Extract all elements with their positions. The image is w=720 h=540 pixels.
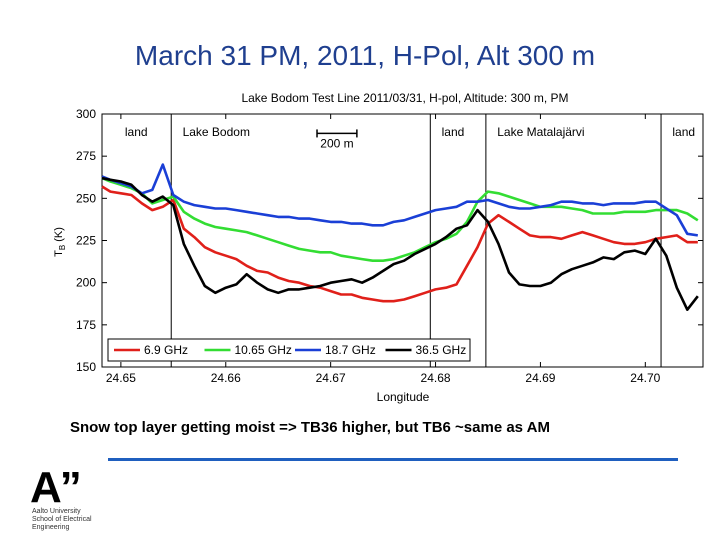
y-tick-label-3: 225 xyxy=(76,234,96,248)
x-tick-label-3: 24.68 xyxy=(421,371,451,385)
x-axis-label: Longitude xyxy=(377,390,430,404)
logo-line-3: Engineering xyxy=(32,524,70,531)
y-tick-label-4: 250 xyxy=(76,191,96,205)
x-tick-label-2: 24.67 xyxy=(316,371,346,385)
y-tick-label-0: 150 xyxy=(76,360,96,374)
logo-line-1: Aalto University xyxy=(32,508,81,515)
region-label-1: Lake Bodom xyxy=(183,125,250,139)
legend-label-3: 36.5 GHz xyxy=(416,343,467,357)
slide-caption: Snow top layer getting moist => TB36 hig… xyxy=(70,419,550,436)
x-tick-label-0: 24.65 xyxy=(106,371,136,385)
y-tick-label-1: 175 xyxy=(76,318,96,332)
plot-frame xyxy=(101,113,704,368)
y-tick-label-2: 200 xyxy=(76,276,96,290)
series-line-36-5-ghz xyxy=(101,176,699,312)
series-line-18-7-ghz xyxy=(101,163,698,237)
legend-label-1: 10.65 GHz xyxy=(235,343,292,357)
legend-label-0: 6.9 GHz xyxy=(144,343,188,357)
series-line-10-65-ghz xyxy=(101,176,699,263)
x-tick-label-5: 24.70 xyxy=(630,371,660,385)
logo-mark: A” xyxy=(30,463,82,512)
x-tick-label-4: 24.69 xyxy=(525,371,555,385)
svg-text:TB(K): TB (K) xyxy=(53,227,67,257)
chart-title: Lake Bodom Test Line 2011/03/31, H-pol, … xyxy=(241,91,568,105)
y-tick-label-5: 275 xyxy=(76,149,96,163)
x-tick-label-1: 24.66 xyxy=(211,371,241,385)
y-axis-label-sub: B xyxy=(58,245,67,250)
scale-bar-label: 200 m xyxy=(320,136,353,150)
region-label-2: land xyxy=(442,125,465,139)
footer-divider xyxy=(108,458,678,461)
y-axis-label-unit: (K) xyxy=(53,227,65,242)
legend-box xyxy=(107,338,471,362)
region-label-3: Lake Matalajärvi xyxy=(497,125,584,139)
slide-title: March 31 PM, 2011, H-Pol, Alt 300 m xyxy=(134,40,596,71)
series-line-6-9-ghz xyxy=(101,185,698,303)
region-label-4: land xyxy=(672,125,695,139)
legend-label-2: 18.7 GHz xyxy=(325,343,376,357)
logo-line-2: School of Electrical xyxy=(32,516,92,523)
y-tick-label-6: 300 xyxy=(76,107,96,121)
university-logo: A” Aalto University School of Electrical… xyxy=(30,466,130,538)
region-label-0: land xyxy=(125,125,148,139)
logo-text: Aalto University School of Electrical En… xyxy=(32,508,92,532)
y-axis-label: TB (K) xyxy=(53,227,67,257)
y-axis-label-main: T xyxy=(53,250,65,257)
